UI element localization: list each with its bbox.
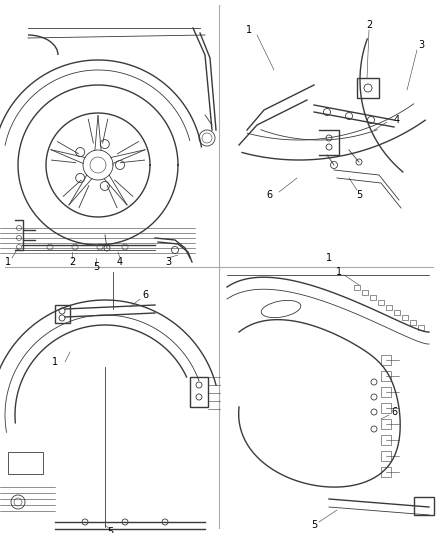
Text: 6: 6 <box>391 407 397 417</box>
Bar <box>55 305 70 323</box>
Bar <box>381 467 391 477</box>
Bar <box>381 371 391 381</box>
Text: 3: 3 <box>165 257 171 267</box>
Text: 6: 6 <box>266 190 272 200</box>
Bar <box>381 387 391 397</box>
Bar <box>381 451 391 461</box>
Text: 5: 5 <box>93 262 99 272</box>
Bar <box>381 419 391 429</box>
Text: 2: 2 <box>69 257 75 267</box>
Text: 5: 5 <box>107 527 113 533</box>
Bar <box>381 403 391 413</box>
Bar <box>418 325 424 330</box>
Bar <box>362 290 368 295</box>
Bar <box>190 377 208 407</box>
Text: 1: 1 <box>326 253 332 263</box>
Text: 6: 6 <box>142 290 148 300</box>
Bar <box>378 300 384 305</box>
Text: 4: 4 <box>394 115 400 125</box>
Text: 1: 1 <box>336 267 342 277</box>
Bar <box>410 320 416 325</box>
Text: 4: 4 <box>117 257 123 267</box>
Bar <box>370 295 376 300</box>
Bar <box>357 78 379 98</box>
Bar <box>381 355 391 365</box>
Text: 1: 1 <box>5 257 11 267</box>
Bar <box>8 452 43 474</box>
Text: 5: 5 <box>311 520 317 530</box>
Text: 3: 3 <box>418 40 424 50</box>
Bar <box>381 435 391 445</box>
Text: 5: 5 <box>356 190 362 200</box>
Bar <box>394 310 400 315</box>
Bar <box>414 497 434 515</box>
Text: 1: 1 <box>246 25 252 35</box>
Text: 1: 1 <box>52 357 58 367</box>
Text: 2: 2 <box>366 20 372 30</box>
Bar <box>354 285 360 290</box>
Bar <box>402 315 408 320</box>
Bar <box>386 305 392 310</box>
